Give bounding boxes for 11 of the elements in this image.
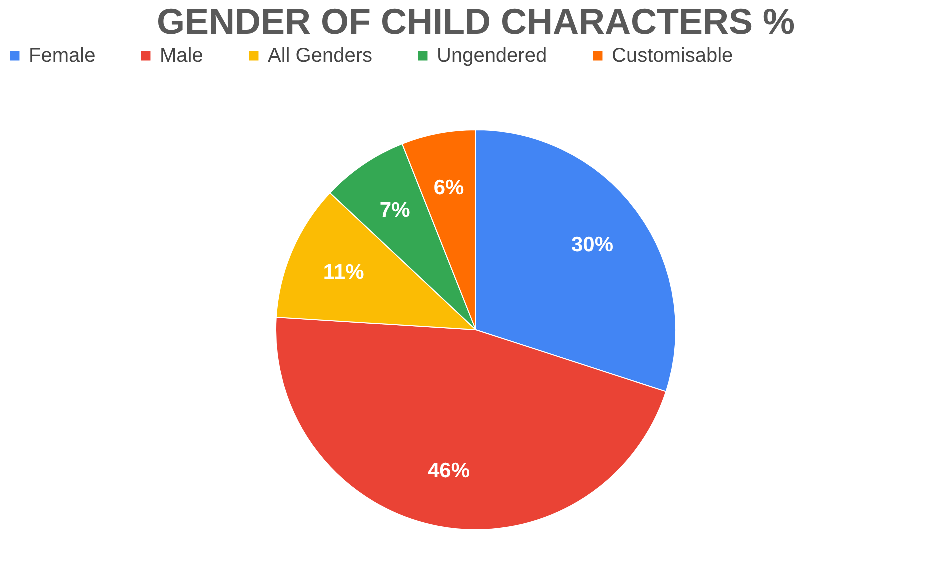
chart-title: GENDER OF CHILD CHARACTERS % [156, 1, 796, 42]
data-label: 30% [571, 233, 614, 256]
data-label: 46% [428, 459, 470, 482]
data-label: 6% [434, 176, 465, 200]
legend-label: Ungendered [437, 45, 548, 67]
data-label: 11% [323, 260, 365, 284]
data-label: 7% [380, 198, 411, 222]
legend-label: All Genders [268, 45, 372, 67]
legend-label: Customisable [612, 45, 734, 67]
legend-label: Female [29, 45, 96, 67]
legend-label: Male [160, 45, 204, 67]
